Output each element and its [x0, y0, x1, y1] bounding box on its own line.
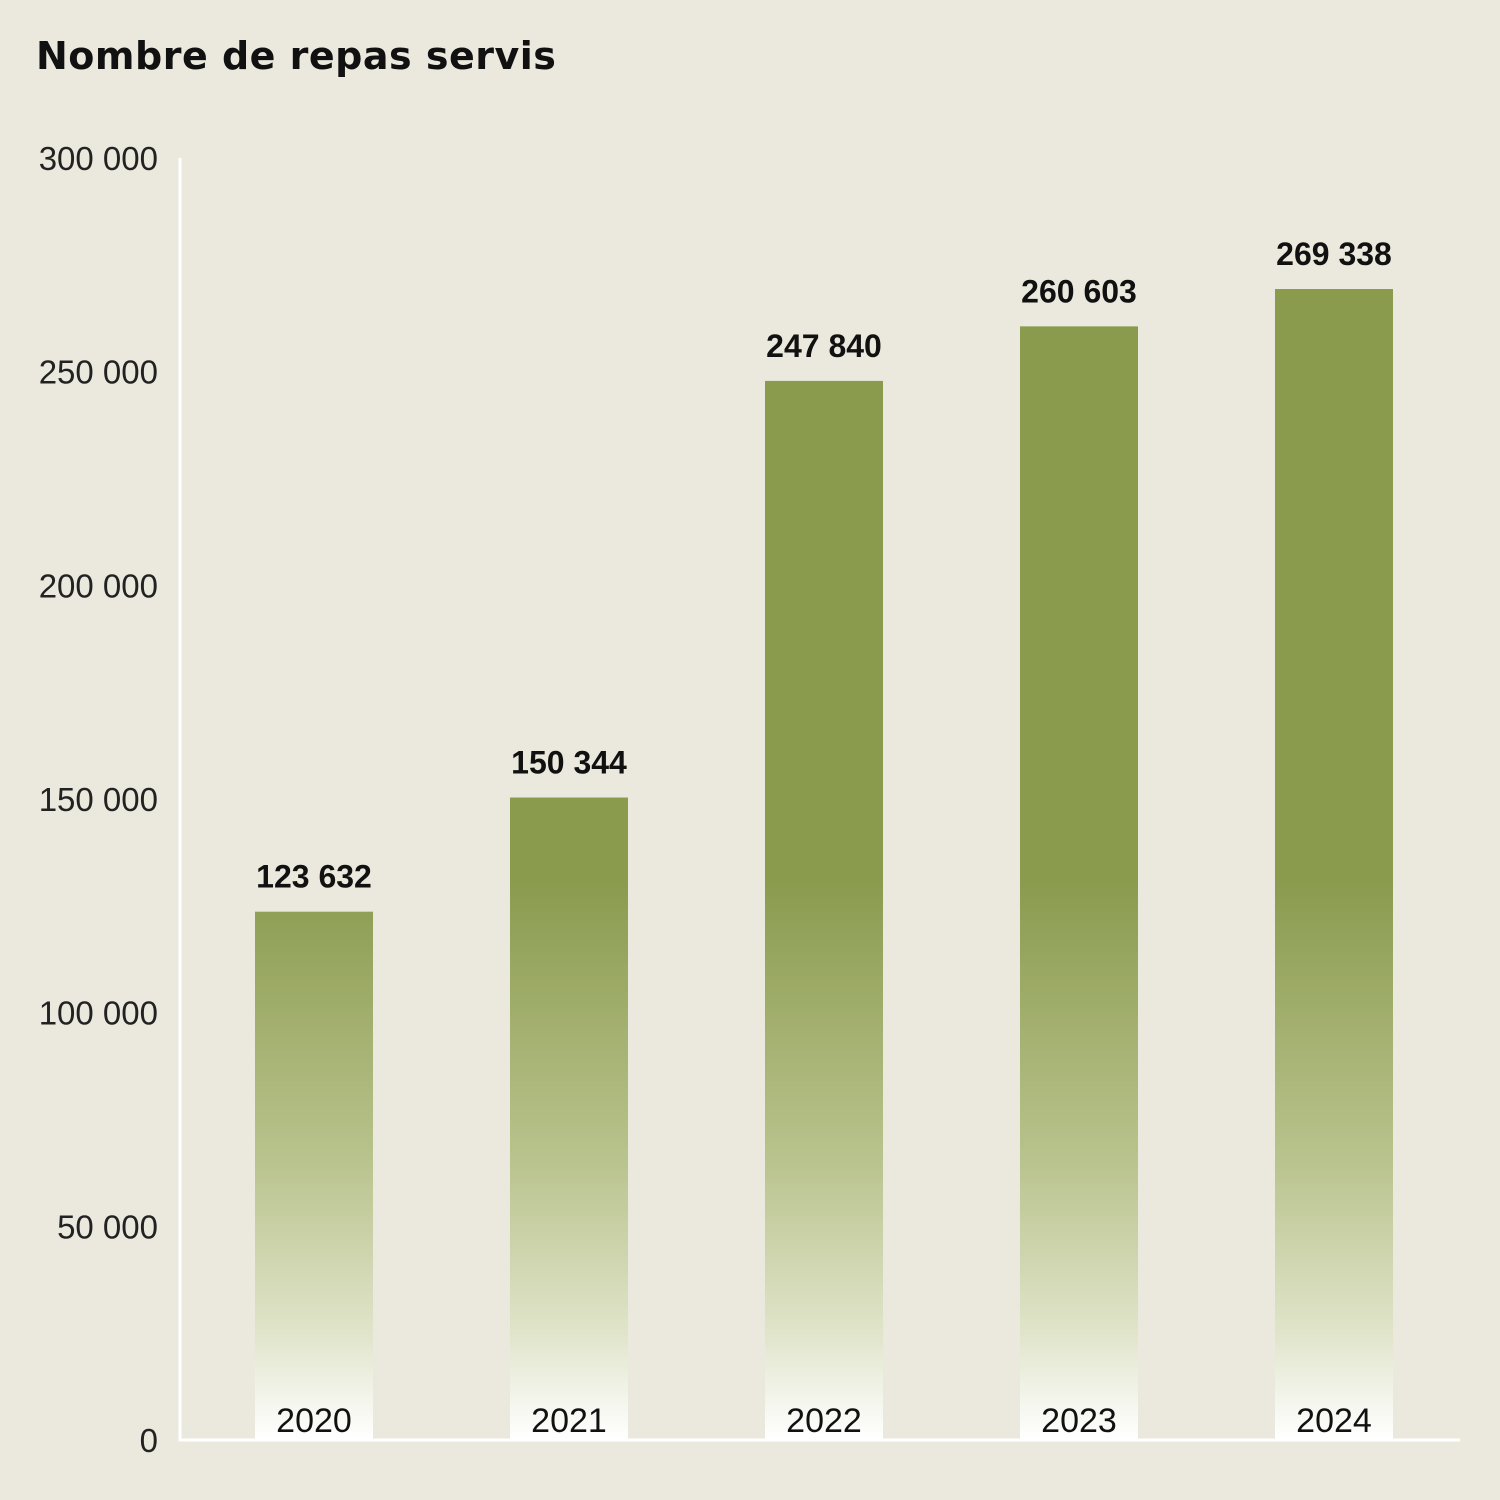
bar-2022	[765, 380, 883, 1440]
x-tick-label: 2021	[531, 1402, 607, 1440]
chart-title: Nombre de repas servis	[36, 34, 557, 78]
bar-2020	[255, 911, 373, 1440]
value-label: 247 840	[766, 328, 882, 364]
x-tick-label: 2020	[276, 1402, 352, 1440]
y-tick-label: 300 000	[39, 140, 158, 177]
y-tick-label: 150 000	[39, 781, 158, 818]
value-label: 123 632	[256, 859, 372, 895]
bar-2023	[1020, 326, 1138, 1441]
bar-2021	[510, 797, 628, 1440]
y-tick-label: 0	[140, 1422, 158, 1459]
x-tick-label: 2024	[1296, 1402, 1372, 1440]
value-label: 269 338	[1276, 236, 1392, 272]
x-tick-label: 2023	[1041, 1402, 1117, 1440]
y-tick-label: 50 000	[57, 1208, 158, 1245]
value-label: 150 344	[511, 745, 627, 781]
y-tick-label: 250 000	[39, 354, 158, 391]
value-label: 260 603	[1021, 273, 1137, 309]
y-tick-label: 200 000	[39, 567, 158, 604]
bar-2024	[1275, 289, 1393, 1441]
x-tick-label: 2022	[786, 1402, 862, 1440]
y-tick-label: 100 000	[39, 995, 158, 1032]
